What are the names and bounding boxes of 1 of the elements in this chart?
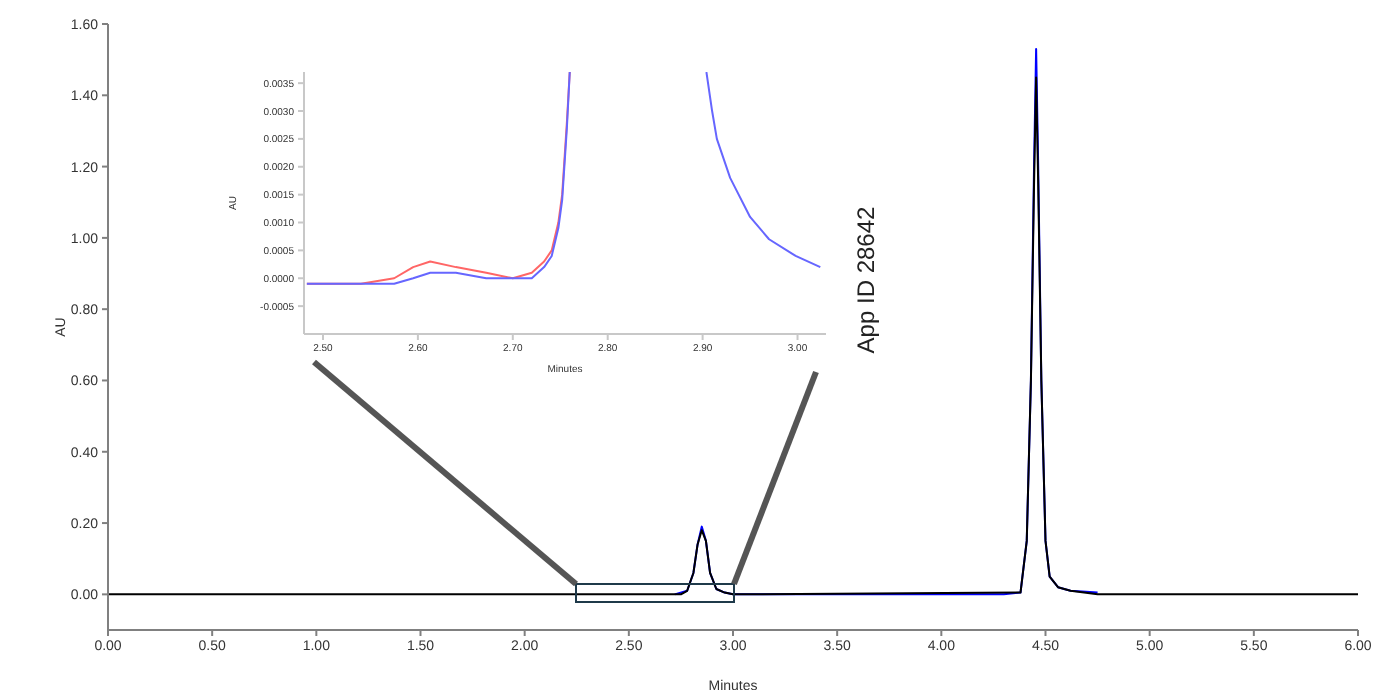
annotation: App ID 28642	[852, 206, 880, 354]
